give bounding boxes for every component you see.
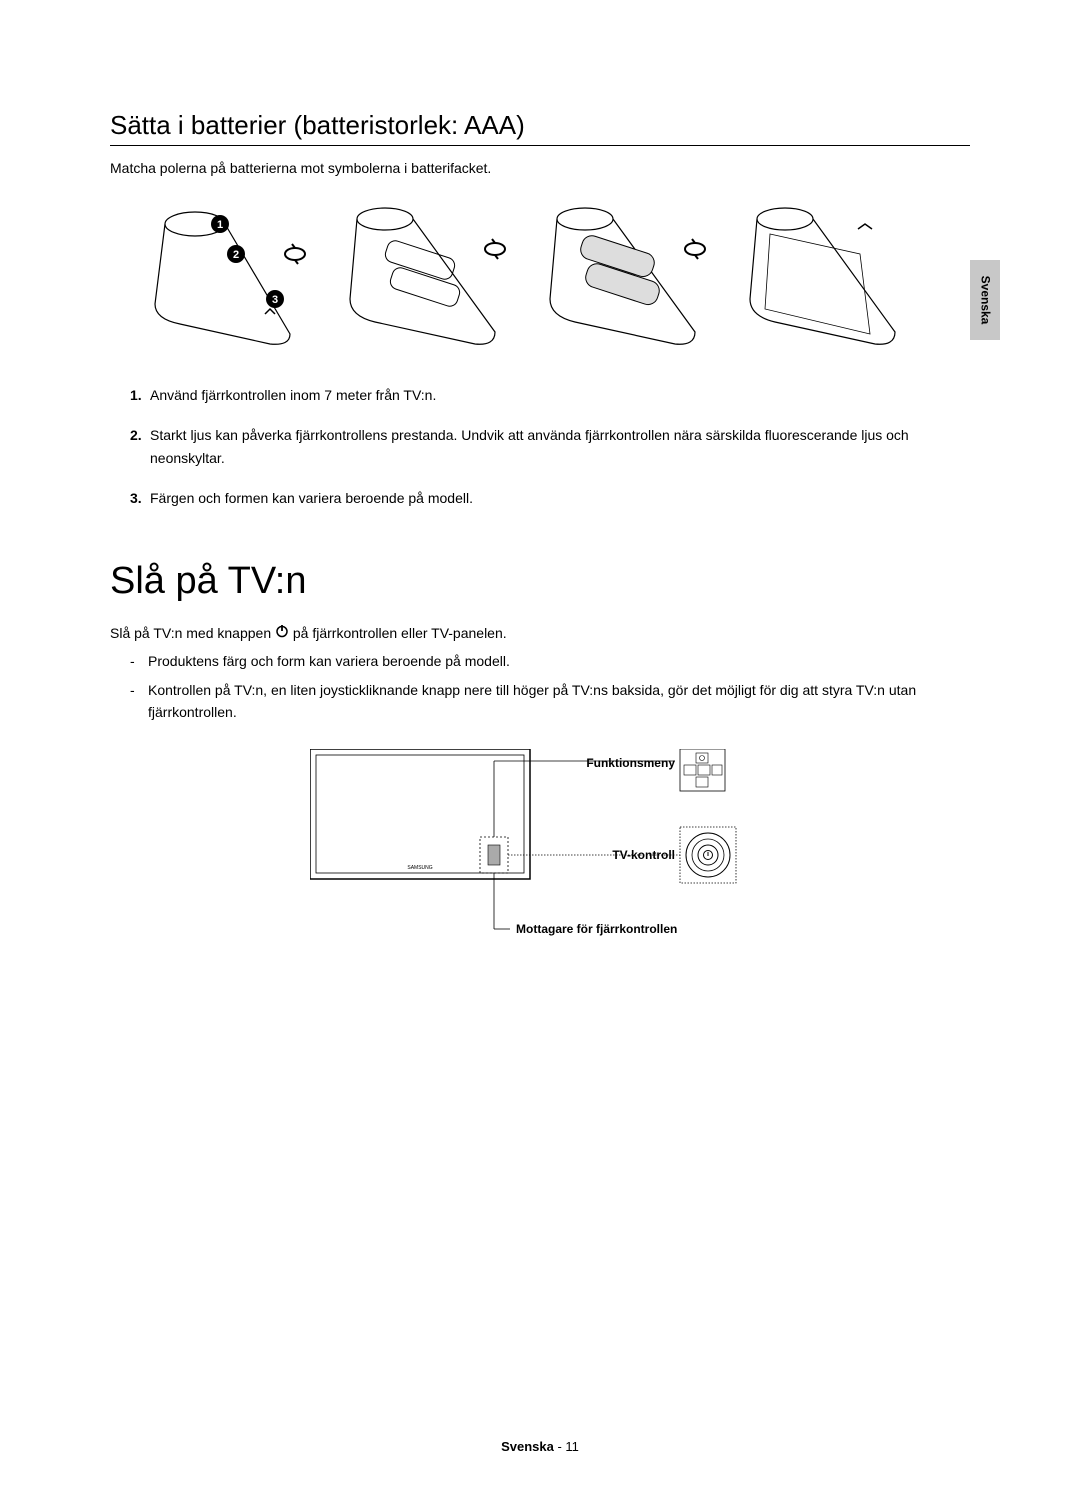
note-item-2: 2.Starkt ljus kan påverka fjärrkontrolle…	[130, 424, 970, 469]
power-icon	[275, 623, 289, 644]
section-2-bullets: Produktens färg och form kan variera ber…	[110, 650, 970, 723]
section-1-heading: Sätta i batterier (batteristorlek: AAA)	[110, 110, 970, 146]
battery-diagram-1: 1 2 3	[140, 194, 310, 354]
svg-text:2: 2	[233, 249, 239, 261]
battery-diagram-3	[540, 194, 710, 354]
bullet-item-2: Kontrollen på TV:n, en liten joysticklik…	[130, 679, 970, 724]
tv-diagram: SAMSUNG	[310, 749, 770, 949]
battery-diagram-4	[740, 194, 910, 354]
bullet-text-1: Produktens färg och form kan variera ber…	[148, 653, 510, 669]
language-tab-text: Svenska	[978, 276, 992, 325]
intro-before: Slå på TV:n med knappen	[110, 625, 275, 641]
note-text-2: Starkt ljus kan påverka fjärrkontrollens…	[150, 427, 909, 465]
battery-diagram-row: 1 2 3	[110, 194, 970, 354]
footer-language: Svenska	[501, 1439, 554, 1454]
section-2-intro: Slå på TV:n med knappen på fjärrkontroll…	[110, 623, 970, 645]
footer-page-number: 11	[565, 1439, 579, 1454]
label-receiver: Mottagare för fjärrkontrollen	[516, 922, 677, 936]
note-text-3: Färgen och formen kan variera beroende p…	[150, 490, 473, 506]
label-tv-control: TV-kontroll	[612, 848, 675, 862]
section-2-heading: Slå på TV:n	[110, 560, 970, 603]
intro-after: på fjärrkontrollen eller TV-panelen.	[293, 625, 507, 641]
language-side-tab: Svenska	[970, 260, 1000, 340]
bullet-item-1: Produktens färg och form kan variera ber…	[130, 650, 970, 672]
page-footer: Svenska - 11	[0, 1439, 1080, 1454]
tv-diagram-container: SAMSUNG	[110, 749, 970, 949]
svg-text:3: 3	[272, 294, 278, 306]
battery-diagram-2	[340, 194, 510, 354]
section-1-notes: 1.Använd fjärrkontrollen inom 7 meter fr…	[110, 384, 970, 510]
note-item-1: 1.Använd fjärrkontrollen inom 7 meter fr…	[130, 384, 970, 406]
section-1-intro: Matcha polerna på batterierna mot symbol…	[110, 160, 970, 176]
note-item-3: 3.Färgen och formen kan variera beroende…	[130, 487, 970, 509]
svg-text:1: 1	[217, 219, 223, 231]
svg-text:SAMSUNG: SAMSUNG	[407, 865, 432, 871]
bullet-text-2: Kontrollen på TV:n, en liten joysticklik…	[148, 682, 916, 720]
label-function-menu: Funktionsmeny	[586, 756, 675, 770]
note-text-1: Använd fjärrkontrollen inom 7 meter från…	[150, 387, 436, 403]
